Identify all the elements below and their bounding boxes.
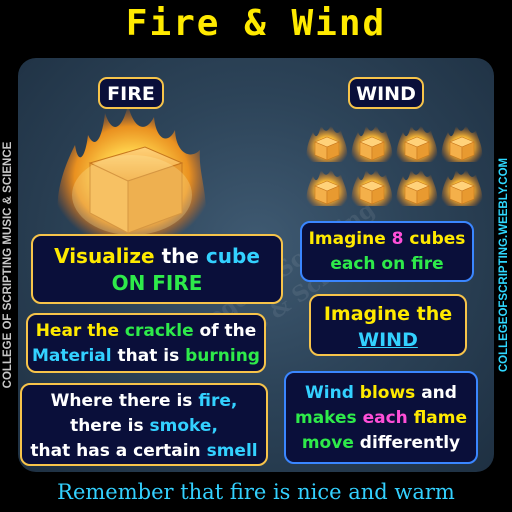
text-each: each [362, 408, 408, 428]
text-blows: blows [359, 383, 416, 403]
text-where-there-is: Where there is [50, 391, 199, 411]
text-the: the [154, 244, 206, 268]
hear-crackle-box: Hear the crackle of the Material that is… [26, 313, 266, 373]
text-there-is: there is [70, 416, 150, 436]
side-caption-right: COLLEGEOFSCRIPTING.WEEBLY.COM [496, 60, 512, 470]
text-smell: smell [206, 441, 258, 461]
text-cube: cube [205, 244, 260, 268]
title-bar: Fire & Wind [0, 0, 512, 52]
text-on-fire: ON FIRE [111, 271, 203, 295]
text-burning: burning [185, 346, 260, 366]
smoke-smell-box: Where there is fire, there is smoke, tha… [20, 383, 268, 466]
text-each-on-fire: each on fire [330, 254, 444, 274]
wind-blows-box: Wind blows and makes each flame move dif… [284, 371, 478, 464]
text-wind-word: Wind [305, 383, 360, 403]
burning-cube-icon [57, 105, 207, 235]
side-caption-left-text: COLLEGE OF SCRIPTING MUSIC & SCIENCE [2, 141, 14, 389]
text-crackle: crackle [124, 321, 194, 341]
text-of-the: of the [193, 321, 257, 341]
footer-bar: Remember that fire is nice and warm [0, 475, 512, 512]
text-that-has: that has a certain [30, 441, 207, 461]
imagine-8-cubes-box: Imagine 8 cubes each on fire [300, 221, 474, 282]
imagine-wind-box: Imagine the WIND [309, 294, 467, 356]
footer-text: Remember that fire is nice and warm [57, 480, 455, 504]
visualize-cube-box: Visualize the cube ON FIRE [31, 234, 283, 304]
text-that-is: that is [111, 346, 186, 366]
page-title: Fire & Wind [125, 3, 387, 44]
text-and: and [415, 383, 457, 403]
fire-label: FIRE [98, 77, 164, 109]
side-caption-right-text: COLLEGEOFSCRIPTING.WEEBLY.COM [498, 157, 510, 373]
text-material: Material [32, 346, 112, 366]
text-wind: WIND [358, 329, 418, 351]
text-visualize: Visualize [54, 244, 155, 268]
text-flame: flame [407, 408, 468, 428]
text-imagine-the: Imagine the [323, 303, 453, 325]
text-imagine: Imagine [308, 229, 392, 249]
text-differently: differently [353, 433, 461, 453]
text-makes: makes [294, 408, 363, 428]
side-caption-left: COLLEGE OF SCRIPTING MUSIC & SCIENCE [0, 60, 16, 470]
text-cubes: cubes [403, 229, 466, 249]
text-hear-the: Hear the [35, 321, 125, 341]
eight-burning-cubes-icon [306, 123, 483, 207]
text-smoke: smoke, [149, 416, 218, 436]
wind-label: WIND [348, 77, 424, 109]
text-8: 8 [391, 229, 404, 249]
text-move: move [301, 433, 354, 453]
text-fire: fire, [198, 391, 238, 411]
